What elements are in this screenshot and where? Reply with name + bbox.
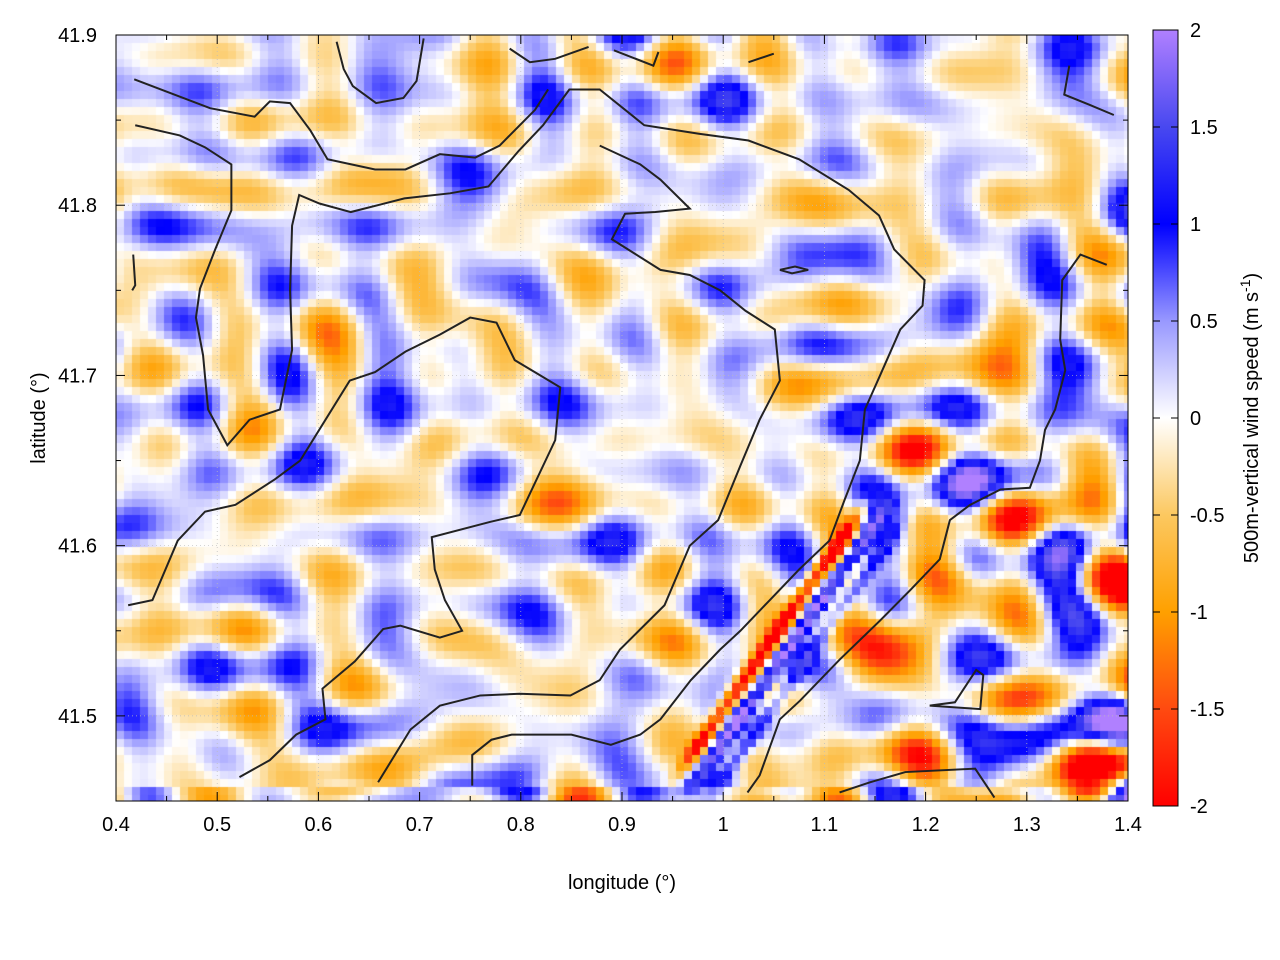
contour-line (335, 38, 425, 105)
x-tick-label: 1.3 (1013, 814, 1041, 836)
x-tick-label: 0.9 (608, 814, 636, 836)
colorbar-tick-label: 0 (1190, 408, 1201, 430)
y-axis: 41.5 41.6 41.7 41.8 41.9 (58, 25, 1128, 728)
contour-line (127, 316, 562, 779)
x-tick-label: 1.4 (1114, 814, 1142, 836)
x-tick-label: 1.1 (810, 814, 838, 836)
x-tick-label: 1 (718, 814, 729, 836)
x-tick-label: 0.4 (102, 814, 130, 836)
heatmap-field (116, 35, 1128, 801)
colorbar-tick-label: 1.5 (1190, 117, 1218, 139)
contour-line (377, 144, 781, 783)
colorbar-tick-label: 1 (1190, 214, 1201, 236)
contour-line (135, 88, 926, 786)
contour-line (133, 78, 549, 171)
colorbar-tick-label: -1 (1190, 602, 1208, 624)
contour-line (748, 52, 775, 64)
colorbar-ticks: -2 -1.5 -1 -0.5 0 0.5 1 1.5 2 (1153, 20, 1224, 818)
colorbar-tick-label: -0.5 (1190, 505, 1224, 527)
contour-line (1063, 65, 1115, 116)
contour-line (613, 49, 660, 67)
x-axis: 0.4 0.5 0.6 0.7 0.8 0.9 1 1.1 1.2 1.3 1.4 (102, 35, 1142, 836)
plot-frame (115, 34, 1129, 802)
x-tick-label: 0.5 (203, 814, 231, 836)
colorbar-tick-label: 2 (1190, 20, 1201, 42)
y-tick-label: 41.7 (58, 365, 97, 387)
colorbar-tick-label: -1.5 (1190, 699, 1224, 721)
y-tick-label: 41.8 (58, 195, 97, 217)
y-axis-label: latitude (°) (28, 372, 50, 463)
contour-line (746, 253, 1108, 794)
x-tick-label: 1.2 (912, 814, 940, 836)
x-axis-label: longitude (°) (568, 872, 676, 894)
x-tick-label: 0.8 (507, 814, 535, 836)
grid (115, 34, 1129, 801)
contour-line (131, 254, 137, 291)
y-tick-label: 41.9 (58, 25, 97, 47)
colorbar-tick-label: -2 (1190, 796, 1208, 818)
contour-line (839, 767, 996, 799)
colorbar-label: 500m-vertical wind speed (m s-1) (1237, 273, 1263, 563)
y-tick-label: 41.6 (58, 536, 97, 558)
contour-lines (127, 38, 1115, 799)
contour-line (509, 45, 589, 64)
colorbar-tick-label: 0.5 (1190, 311, 1218, 333)
contour-line (929, 668, 985, 711)
contour-line (779, 265, 809, 275)
x-tick-label: 0.7 (406, 814, 434, 836)
x-tick-label: 0.6 (304, 814, 332, 836)
y-tick-label: 41.5 (58, 706, 97, 728)
